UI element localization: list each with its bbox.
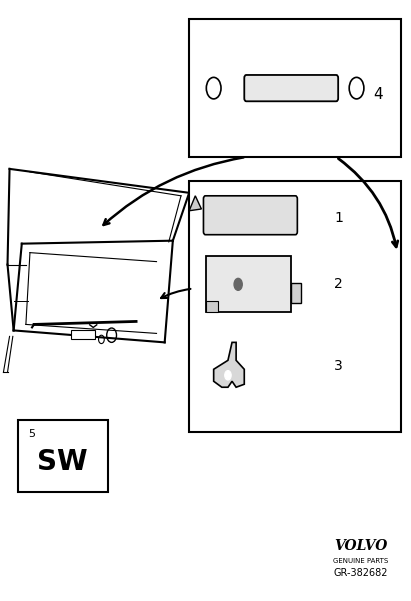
- Bar: [206, 255, 291, 313]
- Text: SW: SW: [37, 448, 88, 476]
- Text: 3: 3: [334, 359, 343, 373]
- Text: 2: 2: [334, 277, 343, 291]
- Text: 5: 5: [28, 429, 35, 439]
- Polygon shape: [214, 343, 244, 387]
- Text: 1: 1: [334, 211, 343, 225]
- Text: GENUINE PARTS: GENUINE PARTS: [333, 558, 388, 564]
- Bar: [189, 181, 402, 432]
- FancyBboxPatch shape: [203, 196, 297, 235]
- Polygon shape: [189, 196, 201, 211]
- Text: VOLVO: VOLVO: [334, 538, 387, 553]
- FancyBboxPatch shape: [244, 75, 338, 102]
- Bar: [291, 282, 301, 304]
- Bar: [189, 19, 402, 157]
- Bar: [71, 331, 95, 340]
- Text: 4: 4: [373, 87, 383, 102]
- Circle shape: [234, 278, 242, 290]
- Bar: [206, 300, 218, 313]
- Text: GR-382682: GR-382682: [333, 568, 388, 578]
- Circle shape: [225, 370, 231, 380]
- Bar: [18, 420, 108, 492]
